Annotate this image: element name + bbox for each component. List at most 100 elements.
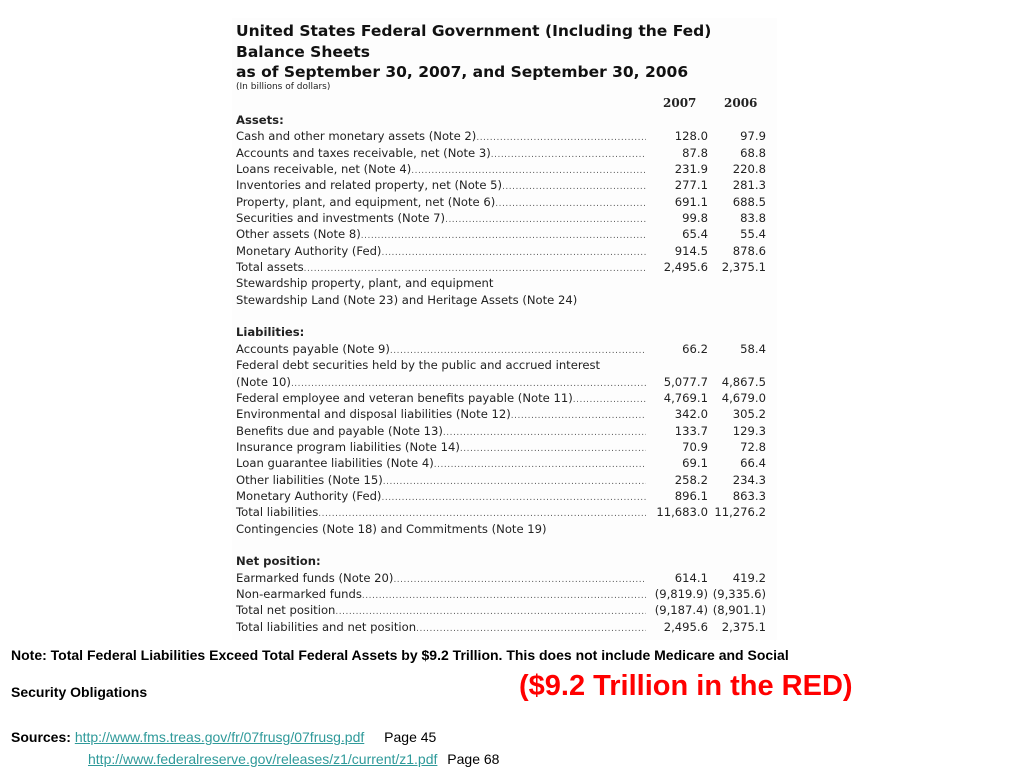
table-row: Other assets (Note 8) 65.4 55.4 — [236, 226, 766, 242]
row-label: Securities and investments (Note 7) — [236, 211, 446, 226]
value-2006: 305.2 — [732, 407, 766, 422]
source-link-2[interactable]: http://www.federalreserve.gov/releases/z… — [88, 751, 438, 767]
value-2006: 2,375.1 — [721, 260, 766, 275]
table-row: Non-earmarked funds (9,819.9) (9,335.6) — [236, 586, 766, 602]
table-row: Federal employee and veteran benefits pa… — [236, 390, 766, 406]
value-2006: 4,679.0 — [721, 390, 766, 405]
column-header-2007: 2007 — [663, 96, 697, 110]
dot-leader — [491, 145, 646, 161]
dot-leader — [460, 439, 646, 455]
value-2007 — [650, 292, 708, 308]
sources-label: Sources: — [11, 729, 71, 745]
value-2006: 58.4 — [740, 341, 766, 356]
value-2006: 234.3 — [732, 472, 766, 487]
value-2007: 691.1 — [674, 194, 708, 209]
value-2007: 99.8 — [682, 211, 708, 226]
source-link-1[interactable]: http://www.fms.treas.gov/fr/07frusg/07fr… — [74, 729, 365, 745]
table-row: Monetary Authority (Fed) 914.5 878.6 — [236, 243, 766, 259]
balance-sheet-rows: Assets: Cash and other monetary assets (N… — [236, 112, 766, 635]
section-gap — [236, 537, 766, 553]
dot-leader — [381, 488, 646, 504]
table-row: Benefits due and payable (Note 13) 133.7 1… — [236, 423, 766, 439]
section-heading-label: Liabilities: — [236, 325, 305, 340]
value-2006: 68.8 — [740, 145, 766, 160]
note-line-1: Note: Total Federal Liabilities Exceed T… — [11, 647, 789, 663]
value-2007: 231.9 — [674, 162, 708, 177]
dot-leader — [291, 374, 646, 390]
dot-leader — [547, 521, 646, 537]
value-2007 — [650, 275, 708, 291]
source-page-2: Page 68 — [447, 751, 500, 767]
row-label: Total liabilities and net position — [236, 619, 417, 634]
row-label: Cash and other monetary assets (Note 2) — [236, 129, 477, 144]
value-2007: 70.9 — [682, 439, 708, 454]
value-2007: 4,769.1 — [663, 390, 708, 405]
row-label: Federal employee and veteran benefits pa… — [236, 390, 573, 405]
row-label: Earmarked funds (Note 20) — [236, 570, 394, 585]
table-row: Insurance program liabilities (Note 14) 7… — [236, 439, 766, 455]
balance-sheet-image: United States Federal Government (Includ… — [232, 18, 777, 640]
row-label: Environmental and disposal liabilities (… — [236, 407, 511, 422]
dot-leader — [495, 194, 646, 210]
value-2007: 342.0 — [674, 407, 708, 422]
row-label: Other assets (Note 8) — [236, 227, 361, 242]
dot-leader — [416, 619, 646, 635]
value-2006: 4,867.5 — [721, 374, 766, 389]
dot-leader — [362, 586, 646, 602]
table-row: Stewardship property, plant, and equipme… — [236, 275, 766, 291]
sheet-title-line-3: as of September 30, 2007, and September … — [236, 63, 689, 81]
section-gap — [236, 308, 766, 324]
dot-leader — [390, 341, 646, 357]
value-2007: 258.2 — [674, 472, 708, 487]
value-2007: 277.1 — [674, 178, 708, 193]
row-label: Insurance program liabilities (Note 14) — [236, 439, 460, 454]
column-header-2006: 2006 — [724, 96, 758, 110]
highlight-text: ($9.2 Trillion in the RED) — [519, 670, 853, 702]
value-2006: 281.3 — [732, 178, 766, 193]
value-2007: (9,187.4) — [654, 603, 708, 618]
value-2007 — [650, 521, 708, 537]
dot-leader — [493, 275, 646, 291]
value-2006: 688.5 — [732, 194, 766, 209]
dot-leader — [381, 243, 646, 259]
value-2006: 66.4 — [740, 456, 766, 471]
dot-leader — [511, 406, 646, 422]
row-label: Total net position — [236, 603, 336, 618]
sources-line-1: Sources: http://www.fms.treas.gov/fr/07f… — [11, 729, 436, 745]
dot-leader — [304, 259, 646, 275]
note-line-2: Security Obligations — [11, 684, 148, 700]
value-2007: 5,077.7 — [663, 374, 708, 389]
value-2006: (8,901.1) — [712, 603, 766, 618]
row-label: Stewardship Land (Note 23) and Heritage … — [236, 292, 578, 307]
table-row: Stewardship Land (Note 23) and Heritage … — [236, 292, 766, 308]
value-2006: 129.3 — [732, 423, 766, 438]
dot-leader — [600, 357, 646, 373]
sheet-title-line-2: Balance Sheets — [236, 43, 371, 61]
table-row: Environmental and disposal liabilities (… — [236, 406, 766, 422]
table-row: Total assets 2,495.6 2,375.1 — [236, 259, 766, 275]
dot-leader — [411, 161, 646, 177]
value-2006: 97.9 — [740, 129, 766, 144]
value-2007: 65.4 — [682, 227, 708, 242]
value-2007: 69.1 — [682, 456, 708, 471]
dot-leader — [434, 455, 646, 471]
value-2006: 83.8 — [740, 211, 766, 226]
section-heading-label: Net position: — [236, 554, 321, 569]
table-row: Earmarked funds (Note 20) 614.1 419.2 — [236, 570, 766, 586]
value-2006 — [708, 275, 766, 291]
row-label: Federal debt securities held by the publ… — [236, 358, 601, 373]
dot-leader — [361, 226, 646, 242]
value-2006: 11,276.2 — [714, 505, 766, 520]
value-2006: (9,335.6) — [712, 586, 766, 601]
table-row: Total net position (9,187.4) (8,901.1) — [236, 602, 766, 618]
sheet-title-line-1: United States Federal Government (Includ… — [236, 22, 712, 40]
table-row: Loans receivable, net (Note 4) 231.9 220.8 — [236, 161, 766, 177]
table-row: Other liabilities (Note 15) 258.2 234.3 — [236, 472, 766, 488]
dot-leader — [445, 210, 646, 226]
dot-leader — [318, 504, 646, 520]
value-2007: (9,819.9) — [654, 586, 708, 601]
value-2007: 133.7 — [674, 423, 708, 438]
dot-leader — [443, 423, 646, 439]
row-label: Loans receivable, net (Note 4) — [236, 162, 412, 177]
value-2006: 419.2 — [732, 570, 766, 585]
